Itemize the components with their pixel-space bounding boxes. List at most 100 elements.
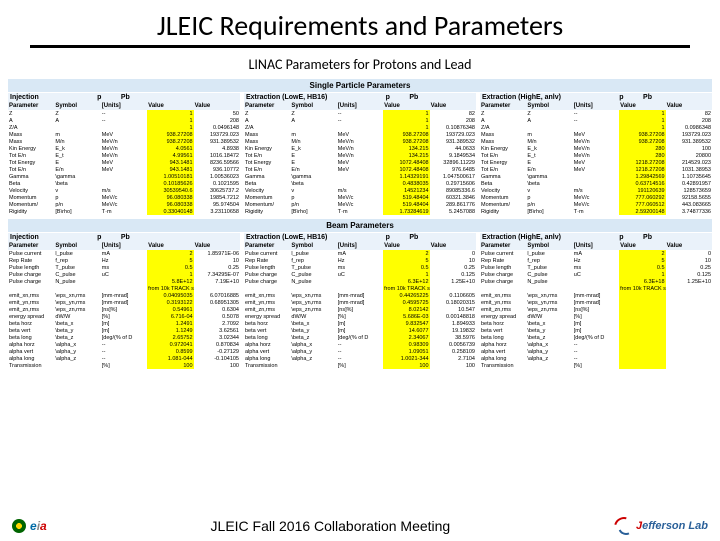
table-cell: 7.19E+10 xyxy=(194,278,240,285)
table-cell: [%] xyxy=(101,313,147,320)
table-cell: [mm·mrad] xyxy=(337,299,383,306)
table-cell xyxy=(666,313,712,320)
table-cell: 1.047500617 xyxy=(430,173,476,180)
table-cell: Z/A xyxy=(8,124,54,131)
table-cell: 10 xyxy=(666,257,712,264)
table-cell: 2.7104 xyxy=(430,355,476,362)
table-cell: 0.0496148 xyxy=(194,124,240,131)
table-cell: \gamma xyxy=(54,173,100,180)
table-cell: [ns]%] xyxy=(573,306,619,313)
table-cell: -- xyxy=(337,341,383,348)
table-cell: beta horz xyxy=(8,320,54,327)
table-cell: \gamma xyxy=(290,173,336,180)
table-row: Tot E/nE_tMeV/n4.995611016.18472 xyxy=(8,152,240,159)
table-cell: MeV/c xyxy=(337,194,383,201)
table-row: Momentum/p/nMeV/c96.08033895.974504 xyxy=(8,201,240,208)
table-cell: \gamma xyxy=(526,173,572,180)
table-row: MassM/nMeV/n938.27208931.389532 xyxy=(480,138,712,145)
table-row: alpha long\alpha_z-- xyxy=(480,355,712,362)
table-row: MomentumpMeV/c519.4840460321.3846 xyxy=(244,194,476,201)
table-cell: 7.34295E-07 xyxy=(194,271,240,278)
table-cell: alpha vert xyxy=(244,348,290,355)
table-cell: -- xyxy=(337,355,383,362)
table-cell: Momentum xyxy=(244,194,290,201)
table-row: from 10k TRACK simulation xyxy=(480,285,712,292)
table-cell: 1.73284619 xyxy=(383,208,429,215)
table-cell: -- xyxy=(337,117,383,124)
panel: Injection p PbParameterSymbol[Units]Valu… xyxy=(8,93,240,215)
table-cell: p/n xyxy=(290,201,336,208)
table-cell: Rep Rate xyxy=(480,257,526,264)
table-cell: 943.1481 xyxy=(147,159,193,166)
table-cell: ms xyxy=(101,264,147,271)
panel: Extraction (LowE, HB16) p PbParameterSym… xyxy=(244,233,476,369)
table-cell: alpha horz xyxy=(244,341,290,348)
table-cell: MeV xyxy=(337,159,383,166)
panel-label: Injection p Pb xyxy=(8,233,240,242)
table-cell: p xyxy=(290,194,336,201)
table-cell: C_pulse xyxy=(290,271,336,278)
table-cell xyxy=(337,180,383,187)
panel: Extraction (LowE, HB16) p PbParameterSym… xyxy=(244,93,476,215)
table-cell: Tot Energy xyxy=(244,159,290,166)
table-cell: 89085336.6 xyxy=(430,187,476,194)
panel-label: Extraction (LowE, HB16) p Pb xyxy=(244,93,476,102)
col-header: Value xyxy=(147,102,193,110)
table-cell: E_k xyxy=(54,145,100,152)
table-cell: m/s xyxy=(101,187,147,194)
panel-label: Extraction (LowE, HB16) p Pb xyxy=(244,233,476,242)
table-cell: -- xyxy=(101,110,147,117)
table-cell: \alpha_x xyxy=(290,341,336,348)
table-cell: ms xyxy=(337,264,383,271)
table-cell: 0.63714516 xyxy=(619,180,665,187)
sp-panels: Injection p PbParameterSymbol[Units]Valu… xyxy=(8,93,712,215)
table-cell: \alpha_z xyxy=(54,355,100,362)
col-header: [Units] xyxy=(573,242,619,250)
table-cell: 95.974504 xyxy=(194,201,240,208)
table-cell: emit_xn,rms xyxy=(8,292,54,299)
col-header: Symbol xyxy=(526,242,572,250)
table-cell: emit_xn,rms xyxy=(244,292,290,299)
table-cell: m xyxy=(290,131,336,138)
table-cell: from 10k TRACK simulation xyxy=(619,285,665,292)
table-cell: energy spread xyxy=(8,313,54,320)
table-cell: Gamma xyxy=(244,173,290,180)
table-cell: 44.0633 xyxy=(430,145,476,152)
table-cell: -- xyxy=(337,348,383,355)
table-cell: alpha vert xyxy=(8,348,54,355)
table-cell: \beta xyxy=(54,180,100,187)
table-cell xyxy=(337,173,383,180)
table-cell: l_pulse xyxy=(290,250,336,257)
table-row: energy spreaddW/W[%]6.716-040.5078 xyxy=(8,313,240,320)
table-cell: 6.716-04 xyxy=(147,313,193,320)
table-row: Beta\beta0.48380350.29715606 xyxy=(244,180,476,187)
eia-logo-icon: eia xyxy=(30,519,47,533)
table-cell: 20800 xyxy=(666,152,712,159)
table-cell: 0.25 xyxy=(430,264,476,271)
table-cell: emit_xn,rms xyxy=(480,292,526,299)
table-cell: MeV/c xyxy=(573,201,619,208)
table-cell: m/s xyxy=(337,187,383,194)
table-cell: MeV/n xyxy=(573,145,619,152)
table-cell: beta vert xyxy=(244,327,290,334)
col-header: Value xyxy=(666,102,712,110)
table-cell: 0.6304 xyxy=(194,306,240,313)
table-cell: Kin Energy xyxy=(480,145,526,152)
table-row: from 10k TRACK simulation xyxy=(244,285,476,292)
table-cell: A xyxy=(526,117,572,124)
table-cell: dW/W xyxy=(54,313,100,320)
table-row: Pulse chargeN_pulse5.8E+127.19E+10 xyxy=(8,278,240,285)
table-cell: MeV/n xyxy=(337,145,383,152)
table-cell xyxy=(526,124,572,131)
col-header: Value xyxy=(619,102,665,110)
table-cell xyxy=(619,313,665,320)
table-cell xyxy=(619,341,665,348)
table-cell xyxy=(430,285,476,292)
table-row: MassmMeV938.27208193729.023 xyxy=(8,131,240,138)
table-cell: alpha horz xyxy=(8,341,54,348)
table-cell: Tot E/n xyxy=(244,152,290,159)
table-cell: 100 xyxy=(147,362,193,369)
table-row: beta vert\beta_y[m]14.607719.19832 xyxy=(244,327,476,334)
table-cell: 1 xyxy=(383,124,429,131)
table-cell: 100 xyxy=(666,145,712,152)
